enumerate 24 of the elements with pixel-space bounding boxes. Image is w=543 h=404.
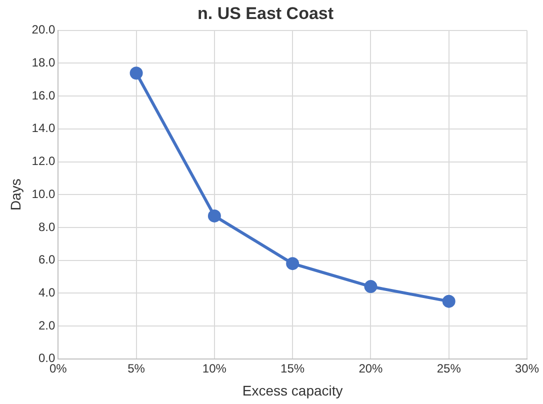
x-tick-label: 20%: [358, 361, 384, 376]
y-tick-label: 2.0: [38, 318, 56, 332]
point: [130, 66, 143, 80]
x-tick-label: 5%: [128, 361, 146, 376]
point: [286, 257, 300, 270]
y-tick-label: 6.0: [38, 252, 56, 267]
y-tick-label: 14.0: [32, 121, 56, 136]
y-tick-label: 12.0: [32, 154, 56, 168]
point: [364, 280, 378, 294]
x-tick-label: 30%: [514, 361, 540, 376]
point: [208, 209, 221, 222]
y-tick-label: 10.0: [32, 186, 56, 201]
y-tick-label: 18.0: [32, 56, 56, 70]
y-tick-label: 16.0: [32, 88, 56, 102]
chart-title: n. US East Coast: [197, 4, 334, 23]
y-tick-label: 8.0: [38, 220, 56, 234]
y-axis-title: Days: [7, 178, 24, 211]
point: [442, 294, 456, 308]
x-tick-label: 10%: [202, 361, 227, 376]
x-tick-label: 15%: [280, 361, 305, 376]
x-tick-label: 25%: [436, 361, 462, 376]
x-axis-title: Excess capacity: [242, 382, 343, 398]
y-tick-label: 20.0: [32, 22, 56, 37]
y-tick-label: 4.0: [38, 285, 56, 300]
